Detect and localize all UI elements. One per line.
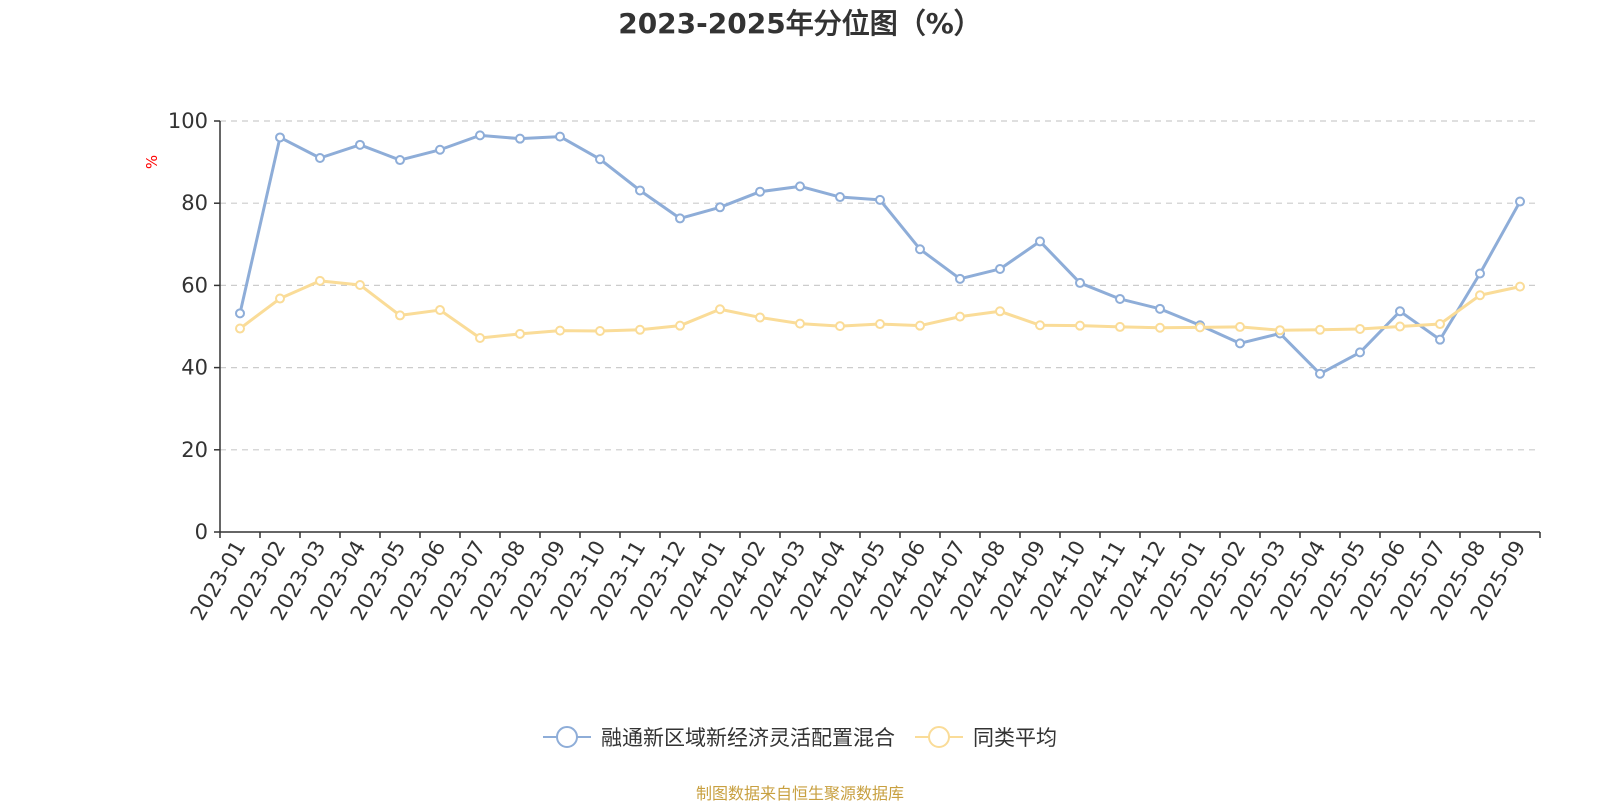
data-point xyxy=(675,320,685,331)
y-tick-label: 100 xyxy=(168,109,208,133)
data-point xyxy=(1195,322,1205,333)
data-point xyxy=(475,333,485,344)
data-point xyxy=(955,273,965,284)
data-point xyxy=(955,311,965,322)
data-point xyxy=(235,308,245,319)
data-point xyxy=(1315,368,1325,379)
data-point xyxy=(1155,322,1165,333)
chart-title: 2023-2025年分位图（%） xyxy=(618,7,982,40)
data-point xyxy=(1395,306,1405,317)
data-point xyxy=(235,323,245,334)
data-point xyxy=(835,192,845,203)
data-point xyxy=(595,154,605,165)
data-point xyxy=(995,263,1005,274)
data-point xyxy=(515,328,525,339)
data-point xyxy=(315,152,325,163)
data-point xyxy=(1395,321,1405,332)
data-point xyxy=(355,279,365,290)
y-axis-label: % xyxy=(143,155,161,169)
data-point xyxy=(715,304,725,315)
data-point xyxy=(595,326,605,337)
data-point xyxy=(755,186,765,197)
data-point xyxy=(1075,320,1085,331)
data-point xyxy=(475,130,485,141)
legend-label-average: 同类平均 xyxy=(973,726,1057,750)
y-tick-label: 0 xyxy=(195,520,208,544)
data-point xyxy=(675,213,685,224)
legend-marker-fund xyxy=(543,726,591,748)
data-point xyxy=(835,321,845,332)
data-point xyxy=(1475,290,1485,301)
data-point xyxy=(1355,347,1365,358)
legend-item-fund[interactable]: 融通新区域新经济灵活配置混合 xyxy=(543,722,895,752)
data-point xyxy=(315,275,325,286)
series-line xyxy=(238,133,1522,376)
legend: 融通新区域新经济灵活配置混合 同类平均 xyxy=(0,722,1600,752)
data-point xyxy=(435,305,445,316)
data-point xyxy=(795,181,805,192)
data-point xyxy=(915,320,925,331)
data-point xyxy=(515,133,525,144)
data-point xyxy=(395,310,405,321)
data-point xyxy=(915,244,925,255)
y-tick-label: 40 xyxy=(181,356,208,380)
data-point xyxy=(875,319,885,330)
series xyxy=(235,130,1525,379)
data-point xyxy=(1035,320,1045,331)
y-tick-label: 60 xyxy=(181,273,208,297)
data-point xyxy=(355,139,365,150)
data-point xyxy=(875,194,885,205)
data-point xyxy=(1435,334,1445,345)
data-point xyxy=(1315,324,1325,335)
data-point xyxy=(995,306,1005,317)
data-point xyxy=(1115,293,1125,304)
data-point xyxy=(395,155,405,166)
data-point xyxy=(635,324,645,335)
data-point xyxy=(715,202,725,213)
data-point xyxy=(795,318,805,329)
data-point xyxy=(555,131,565,142)
data-point xyxy=(1075,277,1085,288)
data-point xyxy=(555,325,565,336)
data-point xyxy=(1275,325,1285,336)
data-point xyxy=(1355,323,1365,334)
source-note: 制图数据来自恒生聚源数据库 xyxy=(695,784,904,803)
legend-item-average[interactable]: 同类平均 xyxy=(915,722,1057,752)
legend-label-fund: 融通新区域新经济灵活配置混合 xyxy=(601,726,895,750)
series-1 xyxy=(235,275,1525,344)
data-point xyxy=(1515,196,1525,207)
legend-marker-average xyxy=(915,726,963,748)
data-point xyxy=(1235,321,1245,332)
y-tick-label: 80 xyxy=(181,191,208,215)
data-point xyxy=(275,132,285,143)
data-point xyxy=(1115,321,1125,332)
data-point xyxy=(1475,268,1485,279)
data-point xyxy=(1515,281,1525,292)
data-point xyxy=(1155,303,1165,314)
data-point xyxy=(635,185,645,196)
y-tick-label: 20 xyxy=(181,438,208,462)
data-point xyxy=(1435,319,1445,330)
grid-lines xyxy=(220,120,1540,451)
data-point xyxy=(1035,236,1045,247)
data-point xyxy=(275,293,285,304)
series-0 xyxy=(235,130,1525,379)
data-point xyxy=(435,144,445,155)
series-line xyxy=(239,279,1521,340)
data-point xyxy=(755,312,765,323)
data-point xyxy=(1235,338,1245,349)
